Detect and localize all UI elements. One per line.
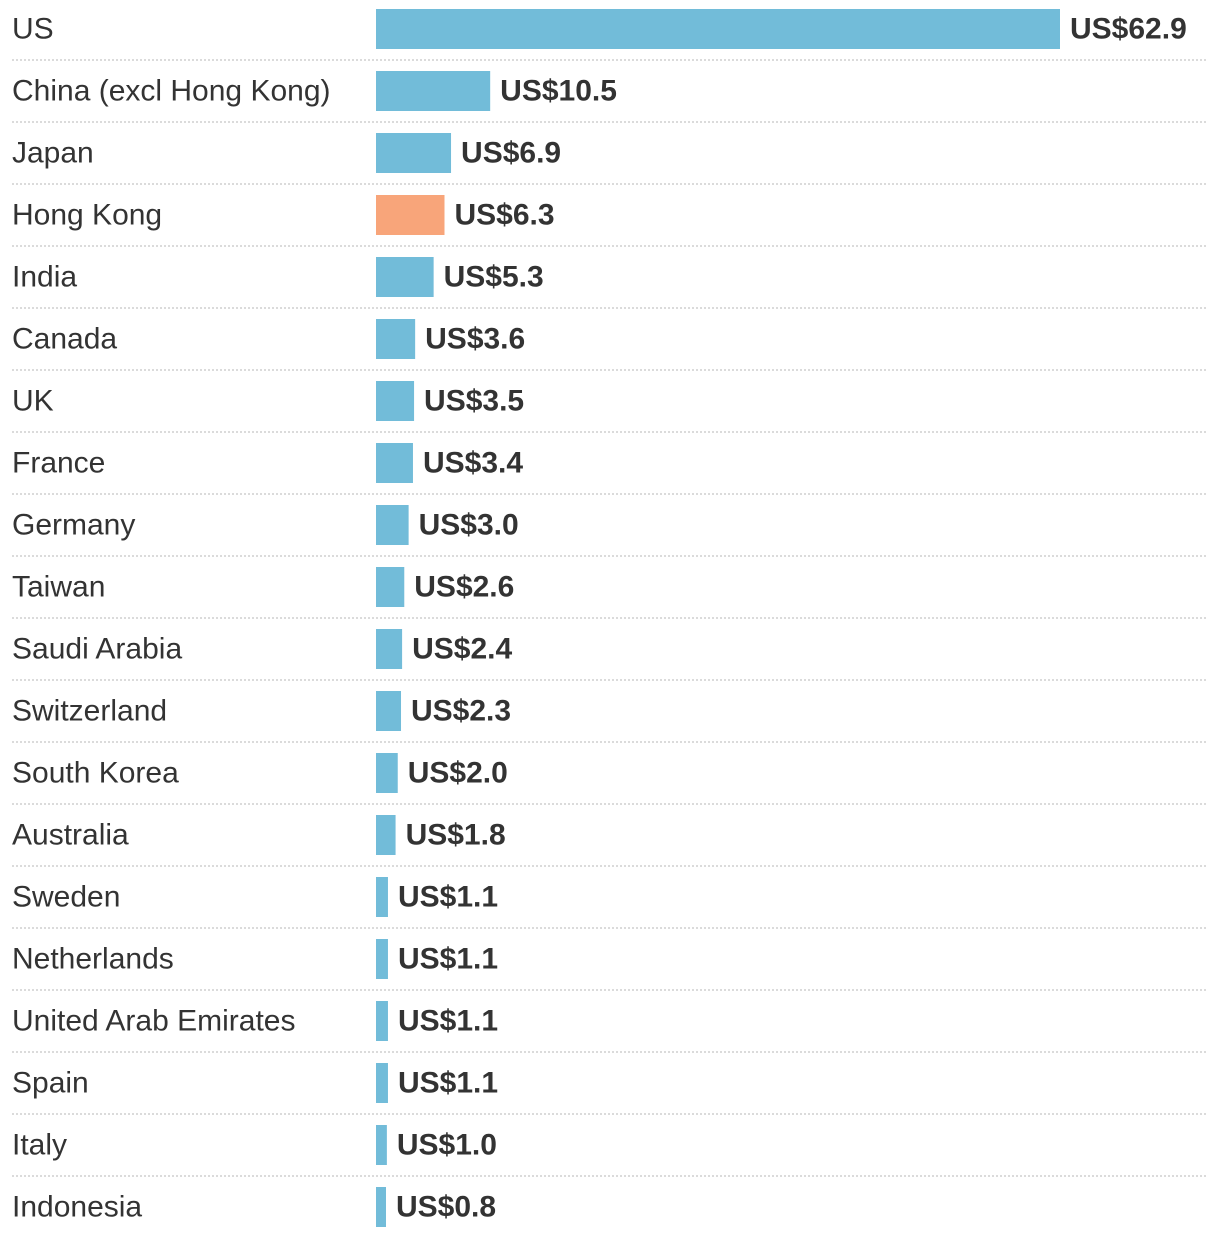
value-label: US$6.3 [455,199,555,232]
value-label: US$10.5 [500,75,617,108]
category-label: United Arab Emirates [12,1005,295,1038]
value-label: US$2.3 [411,695,511,728]
bar-row: Italy US$1.0 [12,1125,1208,1177]
category-label: Germany [12,509,135,542]
category-label: US [12,13,54,46]
category-label: Hong Kong [12,199,162,232]
bar [376,443,413,483]
bar-row: Indonesia US$0.8 [12,1187,496,1227]
value-label: US$1.1 [398,1005,498,1038]
category-label: South Korea [12,757,179,790]
bar [376,691,402,731]
bar-row: UK US$3.5 [12,381,1208,433]
category-label: Saudi Arabia [12,633,182,666]
category-label: France [12,447,105,480]
value-label: US$3.4 [423,447,523,480]
bar-row: Saudi Arabia US$2.4 [12,629,1208,681]
category-label: UK [12,385,54,418]
value-label: US$5.3 [444,261,544,294]
value-label: US$1.1 [398,1067,498,1100]
bar-row: Netherlands US$1.1 [12,939,1208,991]
bar [376,877,388,917]
bar-row: Japan US$6.9 [12,133,1208,185]
category-label: India [12,261,77,294]
bar [376,9,1060,49]
bar-row: China (excl Hong Kong) US$10.5 [12,71,1208,123]
value-label: US$1.1 [398,943,498,976]
bar-row: Australia US$1.8 [12,815,1208,867]
value-label: US$2.0 [408,757,508,790]
category-label: Indonesia [12,1191,142,1224]
bar-row: Spain US$1.1 [12,1063,1208,1115]
category-label: China (excl Hong Kong) [12,75,331,108]
category-label: Italy [12,1129,67,1162]
category-label: Japan [12,137,94,170]
bar [376,133,452,173]
bar-row: India US$5.3 [12,257,1208,309]
bar [376,319,416,359]
bar [376,567,405,607]
bar-row: Switzerland US$2.3 [12,691,1208,743]
bar-row: Germany US$3.0 [12,505,1208,557]
bar [376,1125,387,1165]
category-label: Sweden [12,881,120,914]
bar [376,815,396,855]
value-label: US$2.6 [414,571,514,604]
bar [376,381,415,421]
value-label: US$6.9 [461,137,561,170]
value-label: US$62.9 [1070,13,1187,46]
bar-row: US US$62.9 [12,9,1208,61]
bar-row: United Arab Emirates US$1.1 [12,1001,1208,1053]
category-label: Taiwan [12,571,105,604]
value-label: US$1.8 [406,819,506,852]
value-label: US$1.1 [398,881,498,914]
bar-row: Sweden US$1.1 [12,877,1208,929]
value-label: US$3.6 [425,323,525,356]
bar [376,1001,388,1041]
category-label: Australia [12,819,129,852]
value-label: US$3.5 [424,385,524,418]
bar [376,195,445,235]
category-label: Spain [12,1067,89,1100]
category-label: Netherlands [12,943,174,976]
value-label: US$1.0 [397,1129,497,1162]
bar-row: France US$3.4 [12,443,1208,495]
bar [376,71,491,111]
bar-row: Hong Kong US$6.3 [12,195,1208,247]
value-label: US$3.0 [419,509,519,542]
bar [376,1187,386,1227]
bar [376,257,434,297]
category-label: Canada [12,323,117,356]
bar [376,505,409,545]
bar [376,939,388,979]
value-label: US$2.4 [412,633,512,666]
bar-row: South Korea US$2.0 [12,753,1208,805]
chart-rows: US US$62.9 China (excl Hong Kong) US$10.5 Ja… [12,9,1208,1227]
bar-row: Canada US$3.6 [12,319,1208,371]
bar [376,629,403,669]
category-label: Switzerland [12,695,167,728]
bar [376,1063,388,1103]
bar [376,753,398,793]
value-label: US$0.8 [396,1191,496,1224]
bar-row: Taiwan US$2.6 [12,567,1208,619]
